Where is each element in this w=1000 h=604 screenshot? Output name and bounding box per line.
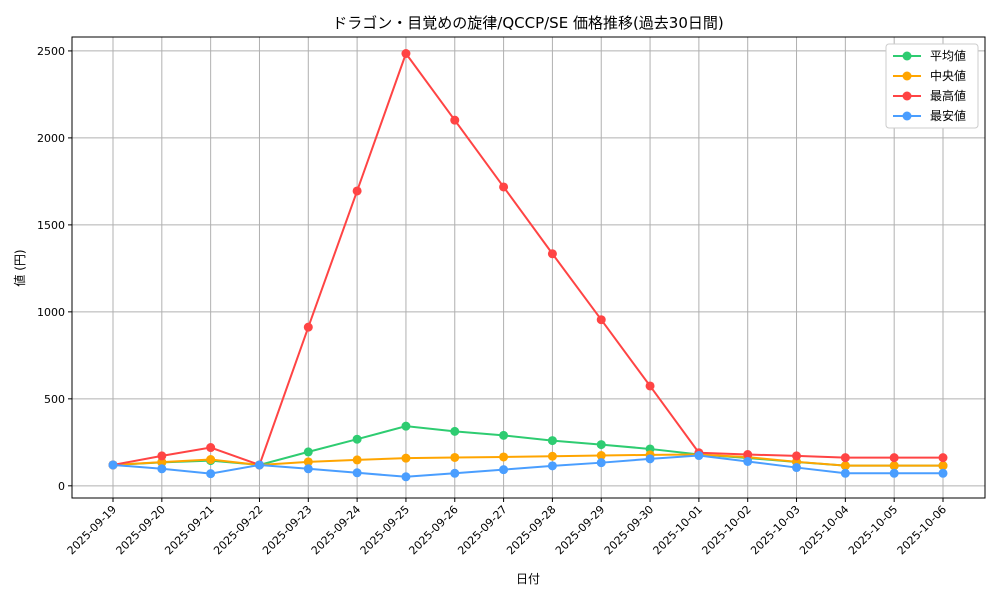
data-point	[303, 447, 313, 457]
data-point	[596, 458, 606, 468]
data-point	[499, 465, 509, 475]
data-point	[157, 464, 167, 474]
legend-box	[885, 43, 979, 129]
x-tick-label: 2025-10-06	[895, 503, 949, 557]
legend-marker	[902, 51, 912, 61]
data-point	[547, 461, 557, 471]
data-point	[792, 463, 802, 473]
x-tick-label: 2025-09-30	[602, 503, 656, 557]
data-point	[401, 49, 411, 59]
chart-title: ドラゴン・目覚めの旋律/QCCP/SE 価格推移(過去30日間)	[332, 14, 723, 32]
x-tick-label: 2025-09-19	[65, 503, 119, 557]
data-point	[108, 460, 118, 470]
data-point	[547, 451, 557, 461]
data-point	[889, 453, 899, 463]
data-point	[303, 322, 313, 332]
data-point	[645, 454, 655, 464]
data-point	[401, 421, 411, 431]
data-point	[645, 381, 655, 391]
data-point	[352, 455, 362, 465]
data-point	[499, 182, 509, 192]
legend-label: 最安値	[930, 108, 966, 123]
legend-label: 中央値	[930, 68, 966, 83]
data-point	[889, 461, 899, 471]
data-point	[450, 426, 460, 436]
data-point	[206, 443, 216, 453]
legend-label: 最高値	[930, 88, 966, 103]
x-tick-label: 2025-09-28	[504, 503, 558, 557]
x-tick-label: 2025-10-01	[651, 503, 705, 557]
data-point	[840, 461, 850, 471]
x-tick-label: 2025-09-22	[211, 503, 265, 557]
data-point	[938, 461, 948, 471]
data-point	[596, 315, 606, 325]
x-tick-label: 2025-09-21	[162, 503, 216, 557]
data-point	[596, 451, 606, 461]
x-axis-label: 日付	[516, 572, 540, 586]
data-point	[840, 453, 850, 463]
data-point	[450, 452, 460, 462]
data-point	[157, 451, 167, 461]
x-tick-label: 2025-10-03	[748, 503, 802, 557]
series-最安値	[108, 451, 948, 482]
data-point	[938, 453, 948, 463]
data-point	[840, 468, 850, 478]
data-point	[743, 456, 753, 466]
y-tick-label: 0	[58, 480, 65, 493]
x-tick-label: 2025-09-25	[358, 503, 412, 557]
x-tick-label: 2025-10-02	[699, 503, 753, 557]
data-point	[792, 451, 802, 461]
data-point	[206, 455, 216, 465]
data-point	[352, 468, 362, 478]
x-tick-label: 2025-09-20	[114, 503, 168, 557]
data-point	[254, 460, 264, 470]
series-最高値	[108, 49, 948, 470]
data-point	[499, 452, 509, 462]
legend-marker	[902, 91, 912, 101]
data-point	[450, 115, 460, 125]
series-line	[112, 425, 943, 467]
data-point	[401, 472, 411, 482]
data-point	[157, 457, 167, 467]
y-tick-label: 2500	[37, 45, 65, 58]
x-tick-label: 2025-09-24	[309, 503, 363, 557]
x-tick-label: 2025-09-27	[455, 503, 509, 557]
data-point	[547, 436, 557, 446]
data-point	[889, 468, 899, 478]
x-tick-label: 2025-09-29	[553, 503, 607, 557]
series-line	[112, 51, 943, 467]
legend-marker	[902, 111, 912, 121]
x-tick-label: 2025-09-23	[260, 503, 314, 557]
legend-label: 平均値	[930, 48, 966, 63]
x-tick-label: 2025-09-26	[406, 503, 460, 557]
y-tick-label: 1500	[37, 219, 65, 232]
data-point	[303, 464, 313, 474]
y-tick-label: 1000	[37, 306, 65, 319]
data-point	[547, 249, 557, 259]
y-tick-label: 2000	[37, 132, 65, 145]
series-line	[112, 453, 943, 467]
x-tick-label: 2025-10-05	[846, 503, 900, 557]
data-point	[743, 450, 753, 460]
data-point	[303, 457, 313, 467]
data-point	[352, 434, 362, 444]
data-point	[596, 440, 606, 450]
plot-area	[71, 36, 986, 499]
data-point	[352, 186, 362, 196]
y-axis-label: 値 (円)	[12, 249, 27, 286]
data-point	[450, 468, 460, 478]
data-point	[206, 469, 216, 479]
data-point	[694, 451, 704, 461]
series-line	[112, 454, 943, 478]
data-point	[401, 453, 411, 463]
data-point	[499, 430, 509, 440]
legend-marker	[902, 71, 912, 81]
data-point	[938, 468, 948, 478]
x-tick-label: 2025-10-04	[797, 503, 851, 557]
y-tick-label: 500	[44, 393, 65, 406]
